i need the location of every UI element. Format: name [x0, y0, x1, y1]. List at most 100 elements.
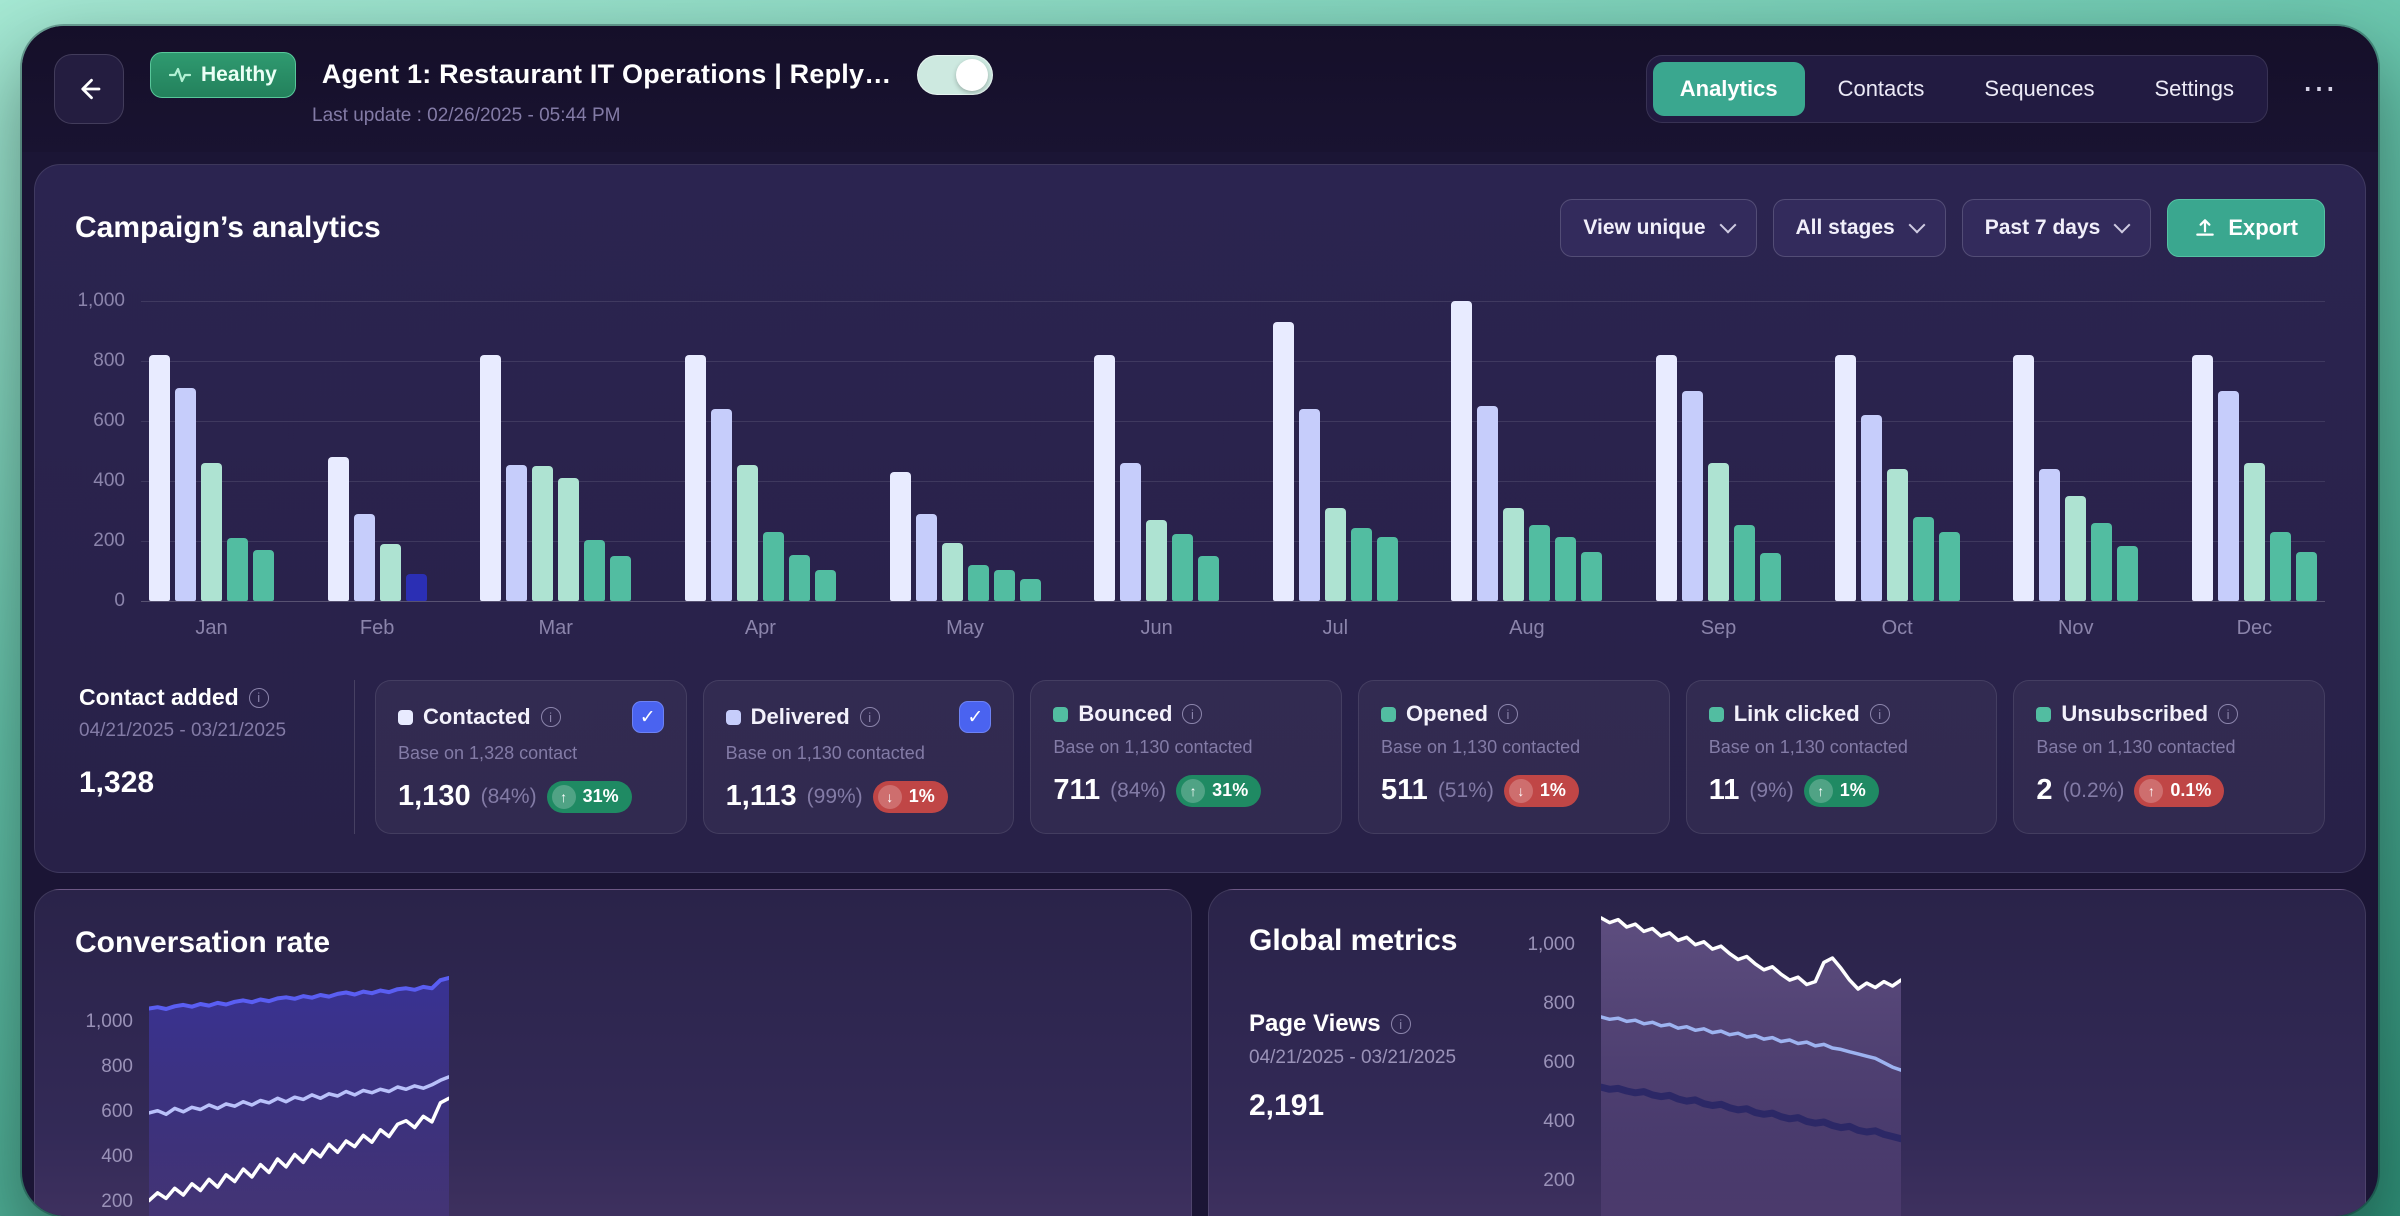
- metric-value-row: 11(9%)↑1%: [1709, 774, 1975, 807]
- bar-group-bars: [1656, 301, 1781, 601]
- metric-card-opened[interactable]: OpenedBase on 1,130 contacted511(51%)↓1%: [1358, 680, 1670, 834]
- toggle-knob: [956, 59, 988, 91]
- delta-value: 1%: [909, 786, 935, 807]
- global-chart-y-axis: 1,000800600400200: [1509, 890, 1575, 1216]
- y-tick-label: 800: [1509, 993, 1575, 1015]
- metric-value: 1,130: [398, 780, 471, 813]
- info-icon[interactable]: [1182, 704, 1202, 724]
- delta-value: 1%: [1840, 780, 1866, 801]
- info-icon[interactable]: [1870, 704, 1890, 724]
- filter-past-7-days[interactable]: Past 7 days: [1962, 199, 2152, 257]
- arrow-left-icon: [74, 74, 104, 104]
- delta-badge: ↑31%: [1176, 775, 1261, 807]
- metric-checkbox[interactable]: ✓: [632, 701, 664, 733]
- filter-view-unique[interactable]: View unique: [1560, 199, 1756, 257]
- bar-group-feb: Feb: [328, 301, 427, 640]
- bar: [942, 543, 963, 602]
- metric-card-link-clicked[interactable]: Link clickedBase on 1,130 contacted11(9%…: [1686, 680, 1998, 834]
- metric-value: 1,113: [726, 780, 797, 813]
- bar-group-jul: Jul: [1273, 301, 1398, 640]
- bar-group-bars: [685, 301, 836, 601]
- bar: [1529, 525, 1550, 602]
- delta-badge: ↑31%: [547, 781, 632, 813]
- bar: [1708, 463, 1729, 601]
- month-label: Jul: [1322, 617, 1348, 640]
- contact-added-value: 1,328: [79, 766, 330, 800]
- bar-group-dec: Dec: [2192, 301, 2317, 640]
- export-button[interactable]: Export: [2167, 199, 2325, 257]
- page-views-label: Page Views: [1249, 1010, 1381, 1038]
- agent-toggle[interactable]: [917, 55, 993, 95]
- delta-badge: ↓ 1%: [873, 781, 948, 813]
- metric-card-head: Delivered ✓: [726, 701, 992, 733]
- bar: [994, 570, 1015, 602]
- tab-settings[interactable]: Settings: [2128, 62, 2262, 116]
- bar: [2270, 532, 2291, 601]
- bar: [685, 355, 706, 601]
- bar: [1581, 552, 1602, 602]
- bar: [1503, 508, 1524, 601]
- bar: [558, 478, 579, 601]
- y-tick-label: 400: [69, 1146, 133, 1168]
- export-label: Export: [2228, 215, 2298, 241]
- bar: [1273, 322, 1294, 601]
- bar: [1020, 579, 1041, 602]
- metric-card-unsubscribed[interactable]: UnsubscribedBase on 1,130 contacted2(0.2…: [2013, 680, 2325, 834]
- bar-group-bars: [1451, 301, 1602, 601]
- bar-chart-groups: JanFebMarAprMayJunJulAugSepOctNovDec: [141, 301, 2325, 640]
- header-left: Healthy Agent 1: Restaurant IT Operation…: [54, 52, 993, 127]
- bar: [584, 540, 605, 602]
- arrow-up-icon: ↑: [1181, 779, 1205, 803]
- metric-card-bounced[interactable]: BouncedBase on 1,130 contacted711(84%)↑3…: [1030, 680, 1342, 834]
- y-tick-label: 800: [93, 350, 125, 372]
- metric-card-delivered[interactable]: Delivered✓Base on 1,130 contacted1,113(9…: [703, 680, 1015, 834]
- info-icon[interactable]: [1498, 704, 1518, 724]
- y-tick-label: 600: [69, 1101, 133, 1123]
- back-button[interactable]: [54, 54, 124, 124]
- more-button[interactable]: [2296, 66, 2342, 112]
- chevron-down-icon: [1908, 216, 1925, 233]
- metric-checkbox[interactable]: ✓: [959, 701, 991, 733]
- filter-all-stages[interactable]: All stages: [1773, 199, 1946, 257]
- bar: [2039, 469, 2060, 601]
- info-icon[interactable]: [249, 688, 269, 708]
- month-label: May: [946, 617, 984, 640]
- bar: [1861, 415, 1882, 601]
- tab-analytics[interactable]: Analytics: [1653, 62, 1805, 116]
- contact-added-dates: 04/21/2025 - 03/21/2025: [79, 720, 330, 742]
- bar-group-bars: [2192, 301, 2317, 601]
- metric-value: 711: [1053, 774, 1100, 807]
- arrow-down-icon: ↓: [878, 785, 902, 809]
- y-tick-label: 400: [93, 470, 125, 492]
- bar: [610, 556, 631, 601]
- tab-sequences[interactable]: Sequences: [1957, 62, 2121, 116]
- info-icon[interactable]: [2218, 704, 2238, 724]
- bar: [380, 544, 401, 601]
- bar: [2117, 546, 2138, 602]
- bar: [1120, 463, 1141, 601]
- bar: [890, 472, 911, 601]
- bar-group-jan: Jan: [149, 301, 274, 640]
- metric-value-row: 1,113(99%)↓1%: [726, 780, 992, 813]
- info-icon[interactable]: [541, 707, 561, 727]
- delta-value: 1%: [1540, 780, 1566, 801]
- metric-label: Delivered: [751, 704, 850, 730]
- chevron-down-icon: [2114, 216, 2131, 233]
- y-tick-label: 200: [69, 1191, 133, 1213]
- delta-badge: ↑1%: [1804, 775, 1879, 807]
- pulse-icon: [169, 66, 191, 84]
- bar: [1835, 355, 1856, 601]
- delta-value: 31%: [583, 786, 619, 807]
- filter-label: View unique: [1583, 216, 1705, 240]
- info-icon[interactable]: [860, 707, 880, 727]
- metric-card-contacted[interactable]: Contacted✓Base on 1,328 contact1,130(84%…: [375, 680, 687, 834]
- metric-value-row: 2(0.2%)↑0.1%: [2036, 774, 2302, 807]
- bar: [2091, 523, 2112, 601]
- tab-contacts[interactable]: Contacts: [1811, 62, 1952, 116]
- bar: [1682, 391, 1703, 601]
- metric-label: Link clicked: [1734, 701, 1860, 727]
- metric-percent: (51%): [1438, 779, 1494, 803]
- info-icon[interactable]: [1391, 1014, 1411, 1034]
- legend-swatch: [398, 710, 413, 725]
- bar-group-bars: [1094, 301, 1219, 601]
